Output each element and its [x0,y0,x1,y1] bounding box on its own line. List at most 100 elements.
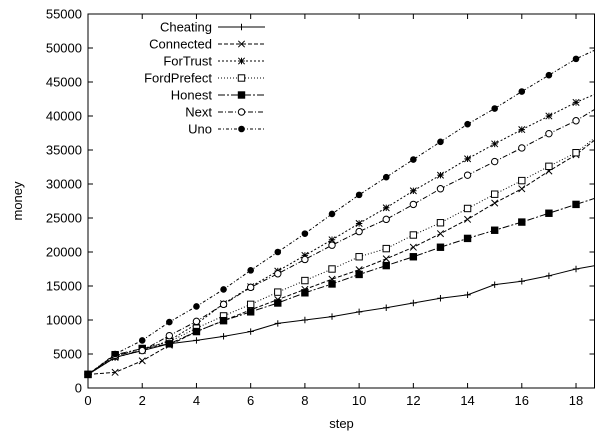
x-axis-label: step [329,416,354,431]
data-point-marker [436,171,445,179]
data-point-marker [491,281,498,288]
data-point-marker [355,227,363,236]
data-point-marker [301,316,309,324]
x-tick-label: 16 [515,393,529,408]
data-point-marker [518,176,526,185]
data-point-marker [301,230,309,237]
y-tick-label: 55000 [46,7,82,22]
data-point-marker [490,190,499,198]
data-point-marker [138,337,146,344]
y-tick-label: 10000 [46,313,82,328]
series-line [87,139,595,375]
data-point-marker [328,241,336,249]
data-point-marker [220,333,227,340]
data-point-marker [301,276,309,285]
data-point-marker [572,55,580,63]
series-fortrust [84,93,595,378]
data-point-marker [491,140,499,148]
data-point-marker [138,357,146,365]
y-tick-label: 5000 [53,347,82,362]
series-line [87,197,595,375]
y-tick-label: 20000 [46,245,82,260]
y-tick-label: 35000 [46,143,82,158]
data-point-marker [436,219,445,227]
data-point-marker [409,231,418,239]
series-fordprefect [84,137,595,379]
y-tick-label: 50000 [46,41,82,56]
legend-label: Uno [188,122,212,137]
data-point-marker [382,261,390,270]
legend-item: ForTrust [163,54,265,69]
x-tick-label: 14 [460,393,474,408]
data-point-marker [237,91,246,99]
y-tick-label: 0 [75,381,82,396]
x-tick-label: 0 [84,393,91,408]
data-point-marker [301,251,309,259]
legend-item: Cheating [160,20,265,35]
data-point-marker [464,215,472,223]
data-point-marker [490,226,499,234]
data-point-marker [545,71,553,79]
data-point-marker [409,200,418,209]
data-point-marker [436,243,445,251]
data-point-marker [328,280,336,288]
x-tick-label: 8 [301,393,308,408]
data-point-marker [247,267,254,274]
data-point-marker [328,236,336,244]
data-point-marker [166,318,173,326]
y-tick-label: 40000 [46,109,82,124]
data-point-marker [463,204,472,213]
x-axis: 0 2 4 6 8 10 12 14 16 18 [84,14,583,408]
data-point-marker [301,255,309,264]
data-point-marker [192,327,201,336]
data-point-marker [464,120,471,128]
data-point-marker [518,88,526,95]
legend-label: Cheating [160,20,212,35]
data-point-marker [274,248,282,256]
data-point-marker [238,23,245,31]
data-point-marker [219,300,228,309]
x-tick-label: 12 [406,393,420,408]
data-point-marker [410,156,417,163]
data-point-marker [328,313,336,320]
data-point-marker [274,320,281,327]
data-point-marker [572,149,580,157]
data-point-marker [437,295,444,302]
data-point-marker [545,162,553,171]
data-point-marker [193,337,200,344]
x-tick-label: 2 [139,393,146,408]
data-point-marker [220,286,227,293]
x-tick-label: 6 [247,393,254,408]
data-point-marker [409,243,417,251]
legend-item: Connected [149,37,265,52]
legend: Cheating Connected ForTrust FordPrefect Hone… [144,20,265,137]
data-point-marker [274,299,282,307]
legend-label: Connected [149,37,212,52]
x-tick-label: 4 [193,393,200,408]
data-point-marker [237,40,246,48]
series-line [87,137,595,375]
data-point-marker [572,117,580,125]
data-point-marker [246,283,255,292]
data-point-marker [355,270,363,279]
y-tick-label: 15000 [46,279,82,294]
data-point-marker [328,210,336,218]
data-point-marker [382,255,390,263]
data-point-marker [490,157,499,166]
data-point-marker [355,308,363,316]
data-point-marker [518,218,526,226]
series-line [87,265,595,375]
y-tick-label: 30000 [46,177,82,192]
data-point-marker [328,265,336,273]
legend-item: Honest [171,88,265,103]
x-tick-label: 18 [569,393,583,408]
series-uno [84,49,595,378]
data-point-marker [382,244,390,253]
data-point-marker [545,272,553,279]
legend-item: Next [185,105,265,120]
data-point-marker [409,253,418,261]
y-axis: 0 5000 10000 15000 20000 25000 30000 35000 40000… [46,7,595,396]
y-axis-label: money [10,181,25,221]
